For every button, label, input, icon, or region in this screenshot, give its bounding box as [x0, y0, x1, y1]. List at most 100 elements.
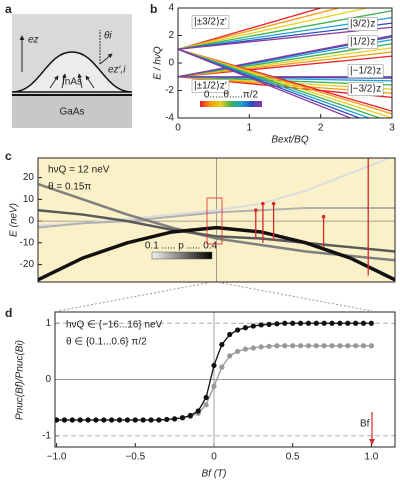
y-axis-label: E (neV)	[9, 203, 20, 237]
data-point	[290, 320, 296, 326]
series-line	[178, 51, 392, 78]
data-point	[290, 343, 296, 349]
transition-end	[261, 201, 265, 206]
series-line	[178, 43, 392, 78]
y-axis-label: E / hνQ	[153, 46, 164, 80]
data-point	[219, 342, 225, 348]
data-point	[140, 417, 146, 423]
data-point	[337, 343, 343, 349]
dot	[11, 51, 133, 93]
data-point	[164, 416, 170, 423]
annotation: |±1/2⟩z′	[194, 81, 227, 92]
y-tick-label: -4	[165, 113, 174, 124]
series-line	[38, 208, 395, 253]
y-tick-label: 0	[28, 216, 34, 227]
data-point	[124, 417, 131, 423]
data-point	[345, 343, 351, 349]
transition-end	[271, 201, 276, 206]
data-point	[242, 346, 249, 352]
data-point	[297, 343, 304, 349]
data-point	[368, 320, 374, 326]
annotation: |−3/2⟩z	[350, 84, 381, 95]
data-point	[305, 320, 312, 326]
series-line	[178, 8, 342, 50]
data-point	[266, 343, 272, 349]
y-tick-label: 4	[168, 3, 174, 14]
label-box	[191, 79, 230, 93]
data-point	[211, 383, 217, 389]
data-point	[250, 345, 256, 351]
annotation: Bf	[360, 419, 370, 430]
data-point	[313, 320, 319, 326]
annotation: hνQ ∈ {−16...16} neV	[66, 320, 163, 331]
label-box	[347, 17, 378, 31]
data-point	[266, 321, 272, 327]
series-line	[178, 8, 370, 50]
y-tick-label: 0	[45, 374, 51, 385]
x-tick-label: 3	[389, 123, 395, 134]
x-tick-label: 2	[318, 123, 324, 134]
series-line	[178, 48, 392, 118]
data-point	[321, 343, 327, 349]
label-box	[191, 15, 230, 29]
data-point	[101, 417, 107, 423]
data-point	[203, 394, 209, 401]
x-tick-label: −1.0	[47, 452, 67, 463]
x-tick-label: 1.0	[364, 452, 378, 463]
colorbar	[151, 251, 213, 260]
zoom-line	[57, 282, 208, 312]
plot-area	[55, 320, 374, 423]
dot-label: InAs	[62, 77, 82, 88]
data-point	[148, 417, 154, 423]
y-tick-label: 2	[168, 30, 174, 41]
x-tick-label: 1	[247, 123, 253, 134]
label-box	[347, 35, 378, 49]
data-point	[282, 343, 288, 349]
series-line	[178, 47, 392, 78]
data-point	[329, 343, 335, 349]
data-point	[297, 320, 304, 326]
data-point	[195, 408, 201, 414]
x-tick-label: −0.5	[125, 452, 145, 463]
data-point	[55, 417, 60, 423]
data-point	[227, 353, 233, 359]
annotation: |3/2⟩z	[350, 19, 375, 30]
y-tick-label: 0	[168, 58, 174, 69]
annotation: θ ∈ {0.1...0.6} π/2	[66, 337, 147, 348]
data-point	[282, 320, 288, 326]
data-point	[242, 325, 249, 331]
data-point	[219, 364, 225, 370]
label-box	[347, 82, 384, 96]
y-tick-label: 10	[23, 194, 35, 205]
data-point	[211, 362, 217, 369]
x-tick-label: 0	[175, 123, 181, 134]
annotation: |1/2⟩z	[350, 37, 375, 48]
annotation: |−1/2⟩z	[350, 66, 381, 77]
data-point	[227, 331, 233, 338]
data-point	[360, 343, 367, 349]
series-line	[38, 225, 395, 282]
strain-arrows	[49, 30, 113, 89]
diagram: a ez θi ez′,i InAs GaAs	[5, 2, 133, 128]
data-point	[337, 320, 343, 326]
data-point	[313, 343, 319, 349]
data-point	[274, 343, 280, 349]
data-point	[69, 417, 75, 423]
x-axis-label: Bext/BQ	[271, 135, 308, 146]
data-point	[132, 417, 138, 423]
annotation: hνQ = 12 neV	[48, 165, 110, 176]
data-point	[172, 416, 178, 422]
x-axis-label: Bf (T)	[202, 469, 227, 480]
annotation: |±3/2⟩z′	[194, 17, 227, 28]
data-point	[234, 327, 241, 333]
label-box	[347, 64, 384, 78]
zoom-line	[221, 282, 373, 312]
data-point	[321, 320, 327, 326]
transition-end	[366, 154, 370, 158]
plot-frame	[37, 157, 396, 283]
y-tick-label: -1	[42, 430, 51, 441]
series-line	[178, 48, 353, 118]
y-tick-label: -10	[20, 237, 35, 248]
data-point	[116, 417, 123, 423]
